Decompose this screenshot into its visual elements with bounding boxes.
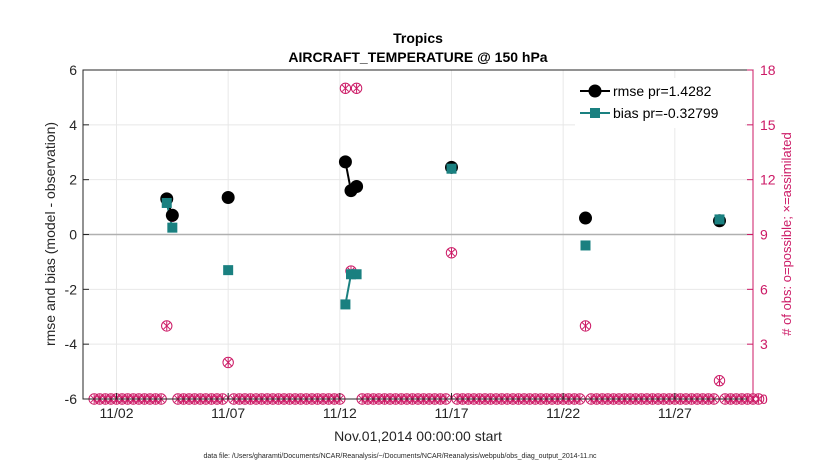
y2-tick-label: 3 bbox=[760, 336, 768, 352]
obs-count-marker bbox=[350, 82, 363, 94]
legend-rmse-marker bbox=[588, 84, 602, 98]
x-tick-label: 11/27 bbox=[658, 405, 692, 421]
obs-possible-circle bbox=[713, 375, 726, 387]
x-axis-label: Nov.01,2014 00:00:00 start bbox=[334, 428, 502, 444]
x-tick-label: 11/22 bbox=[546, 405, 580, 421]
legend-rmse-label: rmse pr=1.4282 bbox=[613, 83, 712, 99]
chart-subtitle: AIRCRAFT_TEMPERATURE @ 150 hPa bbox=[288, 49, 547, 65]
y2-tick-label: 15 bbox=[760, 117, 776, 133]
chart-title: Tropics bbox=[393, 30, 443, 46]
x-tick-label: 11/17 bbox=[435, 405, 469, 421]
obs-possible-circle bbox=[339, 82, 352, 94]
bias-point bbox=[446, 163, 457, 174]
y2-tick-label: 12 bbox=[760, 172, 776, 188]
y-tick-label: 4 bbox=[69, 117, 77, 133]
y2-tick-label: 6 bbox=[760, 281, 768, 297]
rmse-point bbox=[338, 155, 352, 169]
legend: rmse pr=1.4282 bias pr=-0.32799 bbox=[575, 78, 745, 128]
data-file-note: data file: /Users/gharamti/Documents/NCA… bbox=[203, 453, 597, 460]
rmse-point bbox=[350, 180, 364, 194]
obs-possible-circle bbox=[222, 356, 234, 369]
bias-point bbox=[167, 222, 178, 233]
legend-box bbox=[575, 78, 745, 128]
bias-point bbox=[340, 299, 351, 310]
y-tick-label: 6 bbox=[69, 62, 77, 78]
obs-count-marker bbox=[445, 247, 458, 259]
rmse-point bbox=[221, 190, 235, 204]
y-axis-label: rmse and bias (model - observation) bbox=[42, 122, 58, 346]
obs-count-marker bbox=[339, 82, 352, 94]
y2-tick-label: 0 bbox=[760, 391, 768, 407]
ticks: -6 -4 -2 0 2 4 6 0 3 6 9 12 15 18 11/02 11/07 11/12 11/17… bbox=[65, 62, 776, 421]
y2-tick-label: 9 bbox=[760, 227, 768, 243]
rmse-point bbox=[579, 211, 592, 225]
y2-tick-label: 18 bbox=[760, 62, 776, 78]
obs-possible-circle bbox=[445, 247, 458, 259]
bias-point bbox=[223, 265, 234, 276]
obs-count-marker bbox=[713, 375, 726, 387]
obs-possible-circle bbox=[161, 320, 173, 332]
bias-point bbox=[714, 214, 725, 225]
bias-line-segment bbox=[344, 274, 352, 305]
obs-count-marker bbox=[579, 320, 592, 332]
x-tick-label: 11/02 bbox=[100, 405, 134, 421]
y2-axis-label: # of obs: o=possible; ×=assimilated bbox=[779, 132, 794, 335]
obs-possible-circle bbox=[350, 82, 363, 94]
legend-bias-marker bbox=[590, 108, 600, 118]
bias-point bbox=[346, 269, 356, 280]
obs-count-marker bbox=[222, 356, 234, 369]
y-tick-label: 0 bbox=[69, 227, 77, 243]
bias-point bbox=[580, 240, 591, 251]
rmse-point bbox=[165, 208, 179, 222]
x-tick-label: 11/12 bbox=[323, 405, 357, 421]
y-tick-label: -6 bbox=[65, 391, 78, 407]
bias-point bbox=[161, 197, 172, 208]
y-tick-label: -4 bbox=[65, 336, 78, 352]
y-tick-label: -2 bbox=[65, 281, 78, 297]
y-tick-label: 2 bbox=[69, 172, 77, 188]
bias-markers bbox=[161, 163, 725, 310]
obs-count-marker bbox=[161, 320, 173, 332]
x-tick-label: 11/07 bbox=[211, 405, 245, 421]
obs-possible-circle bbox=[579, 320, 592, 332]
legend-bias-label: bias pr=-0.32799 bbox=[613, 105, 719, 121]
bias-point bbox=[351, 269, 362, 280]
